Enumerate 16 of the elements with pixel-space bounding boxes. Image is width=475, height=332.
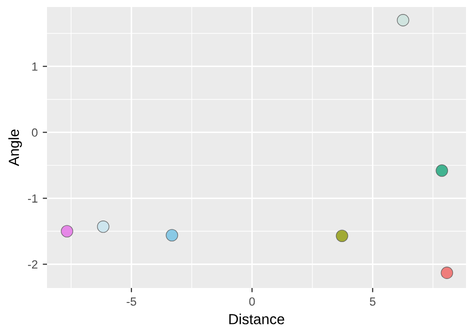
x-tick-label: -5 [126,297,136,306]
point [97,220,110,233]
point [60,225,74,238]
y-tick-label: -1 [28,194,38,203]
point [166,229,178,242]
x-tick-label: 0 [249,297,255,306]
y-tick-label: 1 [32,62,38,71]
y-tick-label: 0 [32,128,38,137]
point [396,14,410,26]
x-axis-title: Distance [229,314,284,324]
point [440,266,454,279]
y-tick-label: -2 [28,260,38,269]
point [436,164,448,177]
point [336,230,348,242]
x-tick-label: 5 [370,297,376,306]
y-axis-title: Angle [8,130,22,166]
